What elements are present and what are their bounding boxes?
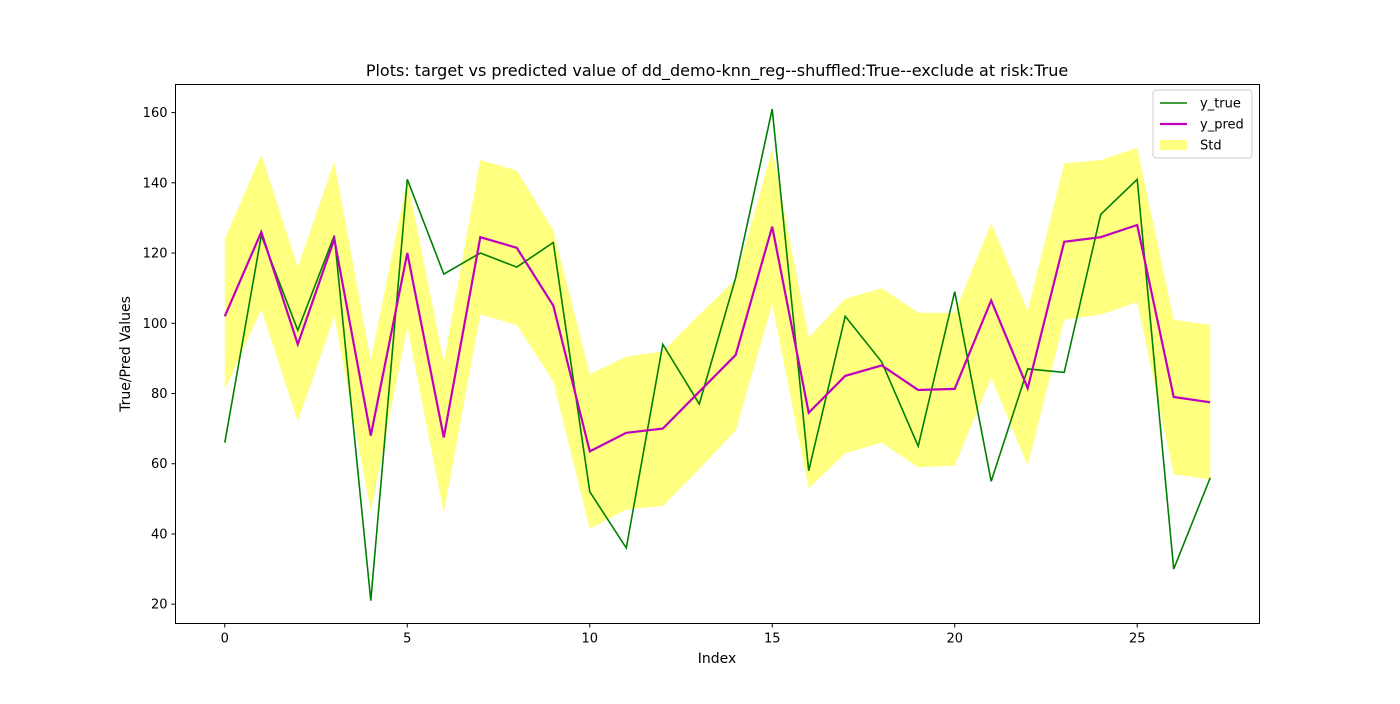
- x-tick-label: 20: [946, 632, 963, 647]
- chart-title: Plots: target vs predicted value of dd_d…: [366, 61, 1068, 81]
- plot-area-frame: [175, 84, 1260, 624]
- y-true-line: [224, 108, 1211, 601]
- y-tick-label: 20: [151, 598, 168, 613]
- y-axis-label: True/Pred Values: [118, 296, 134, 413]
- x-tick-label: 25: [1129, 632, 1146, 647]
- legend-label-std: Std: [1200, 139, 1222, 154]
- y-tick-label: 100: [143, 317, 168, 332]
- legend-swatch-std: [1160, 140, 1187, 150]
- x-tick-label: 15: [764, 632, 781, 647]
- legend-label-y-true: y_true: [1200, 97, 1241, 112]
- x-axis-label: Index: [698, 651, 737, 667]
- x-tick-label: 10: [581, 632, 598, 647]
- y-pred-line: [223, 223, 1211, 454]
- y-tick-label: 80: [151, 387, 168, 402]
- legend: y_true y_pred Std: [1152, 89, 1253, 159]
- y-tick-label: 140: [143, 176, 168, 191]
- y-tick-label: 120: [143, 247, 168, 262]
- x-tick-label: 5: [403, 632, 411, 647]
- y-tick-label: 40: [151, 527, 168, 542]
- y-tick-label: 60: [151, 457, 168, 472]
- legend-label-y-pred: y_pred: [1200, 118, 1244, 133]
- x-tick-label: 0: [221, 632, 229, 647]
- y-tick-label: 160: [143, 106, 168, 121]
